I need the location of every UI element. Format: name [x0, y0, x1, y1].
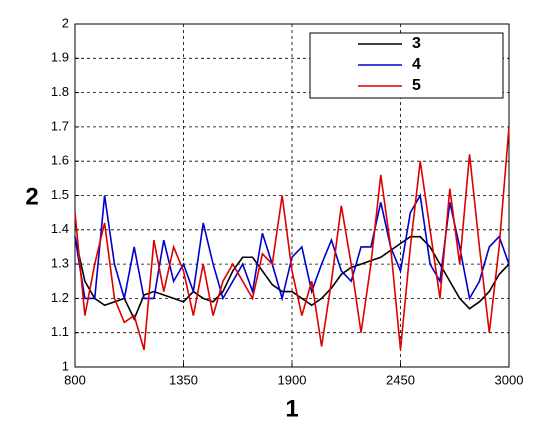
legend-label: 3 [412, 35, 421, 52]
y-tick-label: 1.8 [51, 84, 69, 99]
x-tick-label: 1900 [278, 372, 307, 387]
series-line [74, 126, 510, 351]
y-tick-label: 1.3 [51, 256, 69, 271]
y-tick-label: 2 [62, 15, 69, 30]
y-tick-label: 1.6 [51, 153, 69, 168]
x-tick-label: 3000 [495, 372, 524, 387]
x-axis-title: 1 [285, 395, 298, 422]
series-line [74, 235, 510, 321]
y-tick-label: 1.9 [51, 50, 69, 65]
y-tick-label: 1.7 [51, 118, 69, 133]
y-tick-label: 1.4 [51, 221, 69, 236]
x-tick-label: 800 [64, 372, 86, 387]
x-tick-label: 2450 [386, 372, 415, 387]
legend-label: 5 [412, 77, 421, 94]
y-tick-label: 1.5 [51, 187, 69, 202]
y-tick-label: 1.1 [51, 324, 69, 339]
y-axis-title: 2 [25, 183, 38, 210]
y-tick-label: 1 [62, 358, 69, 373]
plot-frame [74, 23, 510, 368]
y-tick-label: 1.2 [51, 290, 69, 305]
legend-label: 4 [412, 56, 421, 73]
legend-box [309, 32, 504, 99]
x-tick-label: 1350 [169, 372, 198, 387]
